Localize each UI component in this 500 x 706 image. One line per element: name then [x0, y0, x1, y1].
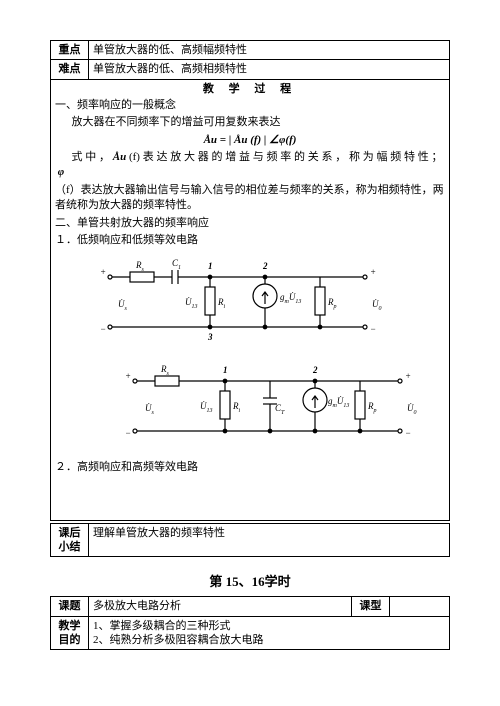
formula-line: Åu = | Åu (f) | ∠φ(f)	[55, 133, 445, 148]
svg-text:U̇0: U̇0	[407, 403, 417, 416]
goal-line-2: 2、纯熟分析多极阻容耦合放大电路	[93, 634, 264, 646]
circuit-diagram-2: + − Rs 1 2 U̇s U̇13 Ri CT gmU̇13 Rp U̇0 …	[115, 356, 435, 456]
difficulty-text: 单管放大器的低、高频相频特性	[89, 60, 450, 79]
svg-text:+: +	[405, 371, 411, 381]
svg-text:−: −	[405, 428, 411, 438]
svg-text:CT: CT	[275, 403, 285, 416]
svg-text:Rp: Rp	[327, 297, 337, 310]
goal-text: 1、掌握多级耦合的三种形式 2、纯熟分析多极阻容耦合放大电路	[89, 616, 450, 650]
sym-au: Åu	[113, 151, 126, 163]
line-1: 放大器在不同频率下的增益可用复数来表达	[55, 115, 445, 130]
svg-text:gmU̇13: gmU̇13	[280, 292, 301, 305]
svg-text:Ri: Ri	[217, 297, 226, 310]
svg-text:Rs: Rs	[160, 364, 170, 377]
difficulty-label: 难点	[51, 60, 89, 79]
summary-label-2: 小结	[59, 541, 81, 553]
svg-text:+: +	[125, 371, 131, 381]
svg-text:−: −	[100, 324, 106, 334]
topic-text: 多极放大电路分析	[89, 597, 352, 616]
summary-text: 理解单管放大器的频率特性	[89, 523, 450, 557]
svg-text:1: 1	[208, 261, 213, 271]
svg-text:−: −	[125, 428, 131, 438]
section-1-heading: 一、频率响应的一般概念	[55, 98, 445, 113]
para-1: 式 中 ， Åu (f) 表 达 放 大 器 的 增 益 与 频 率 的 关 系…	[55, 150, 445, 181]
sub-1: １．低频响应和低频等效电路	[55, 233, 445, 248]
svg-text:2: 2	[312, 365, 318, 375]
sub-2: ２．高频响应和高频等效电路	[55, 460, 445, 475]
svg-text:Ri: Ri	[232, 401, 241, 414]
para-2: （f）表达放大器输出信号与输入信号的相位差与频率的关系，称为相频特性，两者统称为…	[55, 183, 445, 214]
summary-label: 课后 小结	[51, 523, 89, 557]
goal-label-1: 教学	[59, 620, 81, 632]
svg-text:Rs: Rs	[135, 260, 145, 273]
para1-b: (f) 表 达 放 大 器 的 增 益 与 频 率 的 关 系 ， 称 为 幅 …	[129, 151, 443, 163]
circuit-diagram-1: + − Rs C1 1 2 3 U̇s U̇13 Ri gmU̇13 Rp U̇…	[90, 252, 410, 352]
type-label: 课型	[352, 597, 390, 616]
goal-label-2: 目的	[59, 634, 81, 646]
svg-text:−: −	[370, 324, 376, 334]
sym-phi: φ	[58, 166, 64, 178]
svg-text:U̇13: U̇13	[200, 401, 213, 414]
svg-text:U̇13: U̇13	[185, 297, 198, 310]
svg-text:2: 2	[262, 261, 268, 271]
teaching-process-cell: 教 学 过 程 一、频率响应的一般概念 放大器在不同频率下的增益可用复数来表达 …	[51, 79, 450, 520]
process-title: 教 学 过 程	[55, 82, 445, 96]
svg-text:U̇0: U̇0	[372, 299, 382, 312]
section-2-heading: 二、单管共射放大器的频率响应	[55, 216, 445, 231]
topic-label: 课题	[51, 597, 89, 616]
summary-label-1: 课后	[59, 527, 81, 539]
goal-label: 教学 目的	[51, 616, 89, 650]
para1-a: 式 中 ，	[72, 151, 111, 163]
svg-text:U̇s: U̇s	[118, 299, 128, 312]
main-teaching-table: 重点 单管放大器的低、高频幅频特性 难点 单管放大器的低、高频相频特性 教 学 …	[50, 40, 450, 521]
keypoint-label: 重点	[51, 41, 89, 60]
summary-table: 课后 小结 理解单管放大器的频率特性	[50, 523, 450, 558]
svg-text:gmU̇13: gmU̇13	[328, 396, 349, 409]
svg-text:Rp: Rp	[367, 401, 377, 414]
lesson-table: 课题 多极放大电路分析 课型 教学 目的 1、掌握多级耦合的三种形式 2、纯熟分…	[50, 596, 450, 650]
svg-text:+: +	[370, 267, 376, 277]
svg-text:1: 1	[223, 365, 228, 375]
svg-text:+: +	[100, 267, 106, 277]
svg-text:3: 3	[207, 332, 213, 342]
type-text	[390, 597, 450, 616]
svg-text:C1: C1	[172, 258, 181, 271]
svg-text:U̇s: U̇s	[145, 403, 155, 416]
goal-line-1: 1、掌握多级耦合的三种形式	[93, 620, 231, 632]
keypoint-text: 单管放大器的低、高频幅频特性	[89, 41, 450, 60]
lesson-title: 第 15、16学时	[50, 571, 450, 590]
